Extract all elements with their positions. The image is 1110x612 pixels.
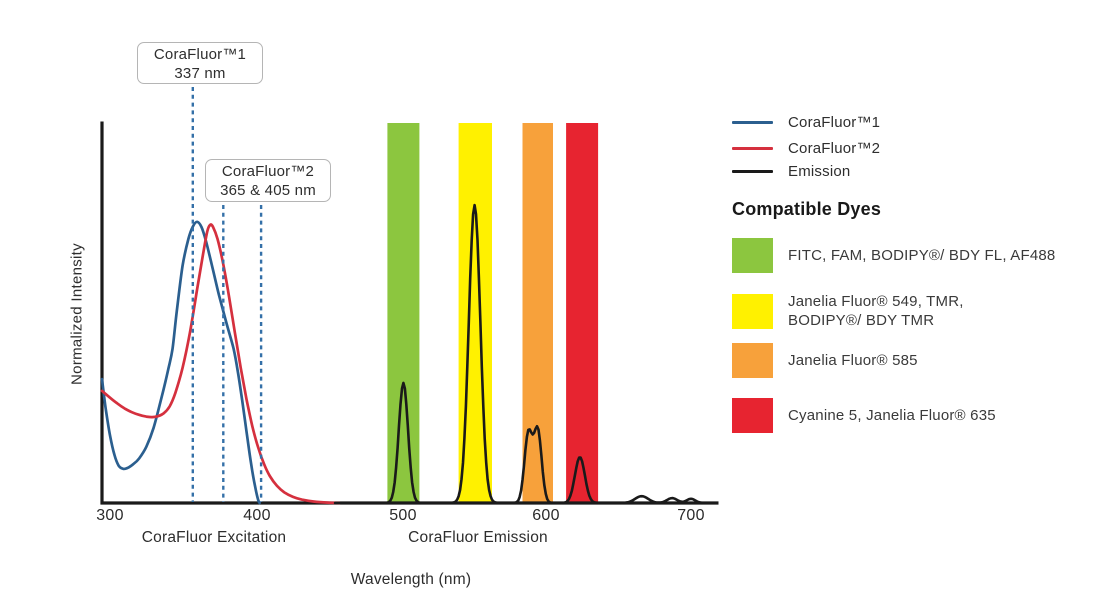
emission-section-label: CoraFluor Emission <box>408 529 548 546</box>
dye-label-red: Cyanine 5, Janelia Fluor® 635 <box>788 406 996 425</box>
legend-label-emission: Emission <box>788 163 851 180</box>
x-tick-400: 400 <box>243 507 271 524</box>
dye-label-green-line1: FITC, FAM, BODIPY®/ BDY FL, AF488 <box>788 247 1056 264</box>
dye-row-green: FITC, FAM, BODIPY®/ BDY FL, AF488 <box>732 238 1055 273</box>
legend-line-emission-swatch <box>732 170 773 173</box>
legend-item-corafluor1: CoraFluor™1 <box>732 114 880 131</box>
dye-row-orange: Janelia Fluor® 585 <box>732 343 918 378</box>
x-tick-500: 500 <box>389 507 417 524</box>
legend-label-corafluor1: CoraFluor™1 <box>788 114 881 131</box>
dye-label-orange: Janelia Fluor® 585 <box>788 351 918 370</box>
excitation-section-label: CoraFluor Excitation <box>141 529 287 546</box>
filter-band-0 <box>387 123 420 503</box>
dye-row-yellow: Janelia Fluor® 549, TMR, BODIPY®/ BDY TM… <box>732 292 964 330</box>
dye-row-red: Cyanine 5, Janelia Fluor® 635 <box>732 398 996 433</box>
callout-corafluor2: CoraFluor™2 365 & 405 nm <box>205 159 331 202</box>
dye-label-green: FITC, FAM, BODIPY®/ BDY FL, AF488 <box>788 246 1055 265</box>
x-tick-700: 700 <box>677 507 705 524</box>
legend-line-corafluor1-swatch <box>732 121 773 124</box>
legend-item-emission: Emission <box>732 163 850 180</box>
compatible-dyes-heading: Compatible Dyes <box>732 199 882 219</box>
dye-label-yellow: Janelia Fluor® 549, TMR, BODIPY®/ BDY TM… <box>788 292 964 330</box>
x-tick-600: 600 <box>532 507 560 524</box>
filter-band-3 <box>566 123 599 503</box>
legend-label-corafluor2: CoraFluor™2 <box>788 140 881 157</box>
callout-corafluor2-value: 365 & 405 nm <box>220 182 316 199</box>
dye-label-orange-line1: Janelia Fluor® 585 <box>788 352 918 369</box>
dye-label-yellow-line2: BODIPY®/ BDY TMR <box>788 312 935 329</box>
dye-swatch-orange <box>732 343 773 378</box>
excitation-corafluor1-curve <box>100 220 261 505</box>
legend-line-corafluor2-swatch <box>732 147 773 150</box>
dye-label-yellow-line1: Janelia Fluor® 549, TMR, <box>788 293 964 310</box>
dye-swatch-red <box>732 398 773 433</box>
excitation-corafluor2-curve <box>100 223 341 505</box>
y-axis-label: Normalized Intensity <box>68 243 86 385</box>
x-axis-label: Wavelength (nm) <box>350 571 472 588</box>
callout-corafluor1: CoraFluor™1 337 nm <box>137 42 263 84</box>
dye-label-red-line1: Cyanine 5, Janelia Fluor® 635 <box>788 407 996 424</box>
callout-corafluor1-value: 337 nm <box>174 65 226 82</box>
callout-corafluor2-title: CoraFluor™2 <box>221 163 315 180</box>
dye-swatch-green <box>732 238 773 273</box>
dye-swatch-yellow <box>732 293 773 329</box>
x-tick-300: 300 <box>96 507 124 524</box>
callout-corafluor1-title: CoraFluor™1 <box>153 46 247 63</box>
emission-curve <box>333 203 712 505</box>
legend-item-corafluor2: CoraFluor™2 <box>732 140 880 157</box>
